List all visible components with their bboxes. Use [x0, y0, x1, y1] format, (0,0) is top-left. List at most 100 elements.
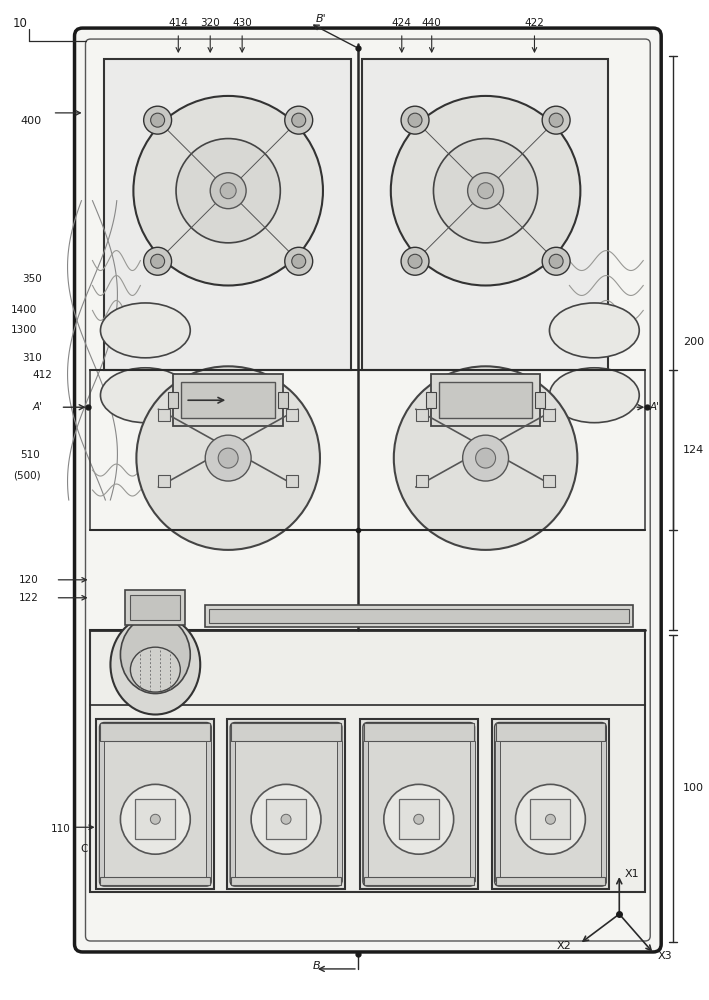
Text: 100: 100: [683, 783, 704, 793]
Text: C: C: [81, 844, 88, 854]
Text: 400: 400: [21, 116, 42, 126]
Bar: [158, 409, 298, 487]
Text: 124: 124: [683, 445, 704, 455]
Bar: [91, 370, 645, 530]
Circle shape: [408, 254, 422, 268]
Text: 120: 120: [18, 575, 38, 585]
Text: X2: X2: [557, 941, 571, 951]
Circle shape: [542, 247, 570, 275]
FancyBboxPatch shape: [363, 722, 474, 886]
Bar: [415, 475, 428, 487]
Bar: [231, 723, 341, 741]
Text: (500): (500): [13, 470, 40, 480]
Circle shape: [463, 435, 508, 481]
Bar: [158, 475, 170, 487]
Circle shape: [545, 814, 555, 824]
Text: 412: 412: [33, 370, 52, 380]
Bar: [286, 409, 298, 421]
Circle shape: [408, 113, 422, 127]
Text: 1400: 1400: [11, 305, 37, 315]
Text: 424: 424: [392, 18, 412, 28]
FancyBboxPatch shape: [495, 722, 606, 886]
Circle shape: [384, 784, 454, 854]
Circle shape: [150, 814, 160, 824]
Bar: [91, 630, 645, 892]
Bar: [101, 877, 210, 885]
Circle shape: [468, 173, 503, 209]
Bar: [601, 741, 606, 881]
Circle shape: [205, 435, 251, 481]
Bar: [364, 723, 474, 741]
Text: 320: 320: [201, 18, 220, 28]
Text: X1: X1: [624, 869, 639, 879]
Bar: [469, 741, 474, 881]
Bar: [360, 719, 478, 889]
Circle shape: [150, 113, 164, 127]
Bar: [182, 382, 275, 418]
Bar: [99, 741, 104, 881]
Circle shape: [542, 106, 570, 134]
Text: 110: 110: [50, 824, 70, 834]
Text: A': A': [33, 402, 43, 412]
Circle shape: [549, 254, 563, 268]
Circle shape: [515, 784, 586, 854]
Ellipse shape: [549, 303, 640, 358]
Bar: [415, 409, 555, 487]
Bar: [230, 741, 235, 881]
Circle shape: [281, 814, 291, 824]
Text: 440: 440: [422, 18, 442, 28]
Text: B: B: [313, 961, 320, 971]
Bar: [398, 799, 439, 839]
Bar: [266, 799, 306, 839]
Bar: [491, 719, 609, 889]
Bar: [158, 409, 170, 421]
Bar: [496, 877, 605, 885]
Text: B': B': [316, 14, 327, 24]
Circle shape: [291, 113, 306, 127]
Bar: [544, 409, 555, 421]
Ellipse shape: [111, 615, 200, 715]
Ellipse shape: [549, 368, 640, 423]
Circle shape: [393, 366, 577, 550]
Ellipse shape: [121, 616, 190, 694]
Text: 510: 510: [21, 450, 40, 460]
Bar: [130, 595, 180, 620]
Text: 350: 350: [23, 274, 43, 284]
Text: 1300: 1300: [11, 325, 37, 335]
Bar: [430, 374, 540, 426]
Text: 310: 310: [23, 353, 43, 363]
Bar: [173, 374, 283, 426]
Bar: [231, 877, 341, 885]
FancyBboxPatch shape: [74, 28, 661, 952]
Bar: [206, 741, 211, 881]
Bar: [286, 475, 298, 487]
Circle shape: [401, 247, 429, 275]
Text: 422: 422: [525, 18, 545, 28]
Bar: [439, 382, 532, 418]
Bar: [535, 392, 545, 408]
Text: 122: 122: [18, 593, 38, 603]
Bar: [104, 59, 351, 370]
Bar: [530, 799, 571, 839]
Bar: [496, 723, 605, 741]
Circle shape: [391, 96, 581, 285]
Ellipse shape: [101, 303, 190, 358]
Text: 414: 414: [168, 18, 188, 28]
Bar: [96, 719, 214, 889]
Circle shape: [218, 448, 238, 468]
Circle shape: [150, 254, 164, 268]
Bar: [425, 392, 436, 408]
Bar: [101, 723, 210, 741]
Text: A': A': [649, 402, 659, 412]
Bar: [364, 877, 474, 885]
Circle shape: [414, 814, 424, 824]
Bar: [362, 59, 608, 370]
Circle shape: [210, 173, 246, 209]
Text: X3: X3: [657, 951, 672, 961]
Bar: [168, 392, 178, 408]
Circle shape: [220, 183, 236, 199]
Circle shape: [478, 183, 493, 199]
Bar: [363, 741, 368, 881]
Bar: [135, 799, 175, 839]
Circle shape: [433, 139, 537, 243]
